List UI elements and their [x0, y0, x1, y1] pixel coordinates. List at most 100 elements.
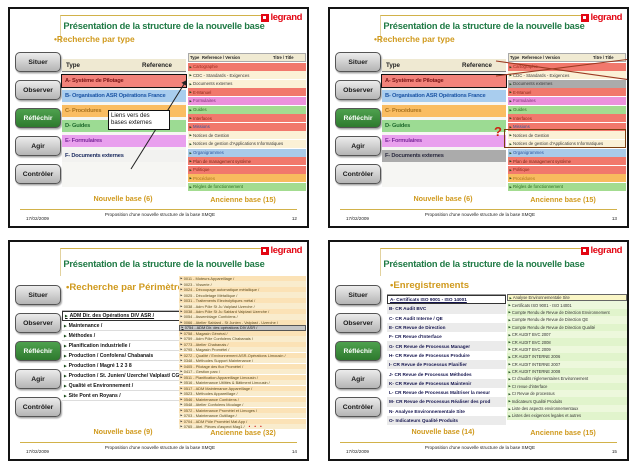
old-perimeter-row[interactable]: ▶ 0011 - Moteurs Appareillage /	[179, 276, 306, 282]
old-record-row[interactable]: ▶ Cr d'audits réglementaires Environnemen…	[507, 375, 627, 383]
type-category-row[interactable]: B- Organisation ASR Opérations France	[382, 90, 506, 102]
perimeter-row[interactable]: ▶ Production / Magré 1 2 3 8	[62, 361, 191, 371]
old-perimeter-row[interactable]: ▶ 0704 - ADM Pôle Prométel Mat App /	[179, 418, 306, 424]
perimeter-row[interactable]: ▶ Maintenance /	[62, 321, 191, 331]
old-perimeter-row[interactable]: ▶ 0054 - Assemblage Confolens /	[179, 314, 306, 320]
old-record-row[interactable]: ▶ Compte Rendu de Revue de Direction QE	[507, 316, 627, 324]
sidebar-button-situer[interactable]: Situer	[15, 52, 61, 72]
record-row[interactable]: O- Indicateurs Qualité Produits	[387, 415, 506, 426]
sidebar-button-controler[interactable]: Contrôler	[15, 164, 61, 184]
record-row[interactable]: E- CR Revue de Direction	[387, 322, 506, 333]
old-perimeter-row[interactable]: ▶ 0765 - Atel. Pièces d'aspect Mag1 /• • …	[179, 424, 306, 430]
old-type-row[interactable]: ▶ Interfaces	[508, 114, 626, 123]
old-type-row[interactable]: ▶ E-Manuel	[188, 88, 306, 97]
old-type-row[interactable]: ▶ Procédures	[188, 174, 306, 183]
sidebar-button-reflechir[interactable]: Réfléchir	[335, 108, 381, 128]
old-type-row[interactable]: ▶ Cartographie	[188, 62, 306, 71]
type-category-row[interactable]: C- Procédures	[382, 105, 506, 117]
perimeter-row[interactable]: ▶ Qualité et Environnement /	[62, 381, 191, 391]
sidebar-button-observer[interactable]: Observer	[335, 80, 381, 100]
old-perimeter-row[interactable]: ▶ 0066 - Atelier Sablard - St Junien - Va…	[179, 319, 306, 326]
old-type-row[interactable]: ▶ Formulaires	[508, 96, 626, 105]
old-type-row[interactable]: ▶ Missions	[188, 122, 306, 131]
old-type-row[interactable]: ▶ Politique	[508, 165, 626, 174]
old-perimeter-row[interactable]: ▶ 0548 - Atelier Confolens Moulage /	[179, 402, 306, 408]
sidebar-button-observer[interactable]: Observer	[335, 313, 381, 333]
old-type-row[interactable]: ▶ CDC - Standards - Exigences	[508, 71, 626, 80]
perimeter-row[interactable]: ▶ Site Pont en Royans /	[62, 391, 191, 401]
perimeter-row[interactable]: ▶ Planification industrielle /	[62, 341, 191, 351]
old-record-row[interactable]: ▶ Compte Rendu de Revue de Direction Qual…	[507, 323, 627, 331]
sidebar-button-controler[interactable]: Contrôler	[335, 397, 381, 417]
old-type-row[interactable]: ▶ Plan de management système	[188, 157, 306, 166]
old-type-row[interactable]: ▶ Notices de gestion d'Applications Infor…	[508, 139, 626, 148]
slide-thumbnail-12[interactable]: legrand Présentation de la structure de …	[8, 7, 309, 228]
record-row[interactable]: L- CR Revue de Processus Maîtriser la me…	[387, 387, 506, 398]
old-record-row[interactable]: ▶ CR AUDIT INTERNE 2006	[507, 353, 627, 361]
perimeter-row[interactable]: ▶ ADM Dir. des Opérations DIV ASR /	[62, 311, 191, 321]
old-perimeter-row[interactable]: ▶ 0511 - Planification Appareillage Limou…	[179, 374, 306, 380]
old-perimeter-row[interactable]: ▶ 0272 - Qualité / Environnement ASR-Opér…	[179, 352, 306, 358]
old-perimeter-row[interactable]: ▶ 0405 - Pilotage des flux Prométel /	[179, 363, 306, 369]
old-type-row[interactable]: ▶ Missions	[508, 122, 626, 131]
sidebar-button-reflechir[interactable]: Réfléchir	[15, 341, 61, 361]
sidebar-button-controler[interactable]: Contrôler	[15, 397, 61, 417]
sidebar-button-agir[interactable]: Agir	[335, 136, 381, 156]
old-perimeter-row[interactable]: ▶ 0546 - Maintenance Confolens /	[179, 396, 306, 402]
old-type-row[interactable]: ▶ Interfaces	[188, 114, 306, 123]
old-type-row[interactable]: ▶ Cartographie	[508, 62, 626, 71]
old-record-row[interactable]: ▶ Indicateurs Qualité Produits	[507, 397, 627, 405]
old-record-row[interactable]: ▶ CR AUDIT BVC 2009	[507, 345, 627, 354]
old-perimeter-row[interactable]: ▶ 0038 - Adm Pôle St Ju Sablard Valplast …	[179, 308, 306, 315]
record-row[interactable]: C- CR Audit Interne / QE	[387, 313, 506, 323]
old-type-row[interactable]: ▶ Guides	[188, 105, 306, 114]
type-category-row[interactable]: A- Système de Pilotage	[381, 74, 507, 88]
old-record-row[interactable]: ▶ Cr revue d'interface	[507, 382, 627, 391]
sidebar-button-agir[interactable]: Agir	[335, 369, 381, 389]
record-row[interactable]: A- Certificats ISO 9001 - ISO 14001	[387, 295, 506, 305]
old-type-row[interactable]: ▶ Règles de fonctionnement	[188, 182, 306, 191]
old-perimeter-row[interactable]: ▶ 0759 - Adm Pôle Confolens Chabanais /	[179, 336, 306, 342]
old-perimeter-row[interactable]: ▶ 0758 - Magasin Général /	[179, 330, 306, 337]
record-row[interactable]: N- Analyse Environnementale Site	[387, 406, 506, 416]
old-perimeter-row[interactable]: ▶ 0572 - Maintenance Prométel et Limoges …	[179, 407, 306, 413]
old-perimeter-row[interactable]: ▶ 0023 - Visserie /	[179, 281, 306, 287]
old-record-row[interactable]: ▶ CR AUDIT INTERNE 2008	[507, 367, 627, 376]
old-perimeter-row[interactable]: ▶ 0703 - Maintenance Outillage /	[179, 413, 306, 419]
slide-thumbnail-13[interactable]: legrand Présentation de la structure de …	[328, 7, 629, 228]
record-row[interactable]: H- CR Revue de Processus Produire	[387, 350, 506, 361]
perimeter-row[interactable]: ▶ Production / Confolens/ Chabanais	[62, 351, 191, 361]
sidebar-button-agir[interactable]: Agir	[15, 136, 61, 156]
old-type-row[interactable]: ▶ Documents externes	[508, 79, 626, 88]
old-type-row[interactable]: ▶ Règles de fonctionnement	[508, 182, 626, 191]
perimeter-row[interactable]: ▶ Méthodes /	[62, 331, 191, 341]
old-perimeter-row[interactable]: ▶ 0516 - Maintenance Utilités & Bâtiment …	[179, 380, 306, 386]
type-category-row[interactable]: A- Système de Pilotage	[61, 74, 187, 88]
type-category-row[interactable]: F- Documents externes	[382, 150, 506, 162]
old-type-row[interactable]: ▶ E-Manuel	[508, 88, 626, 97]
old-perimeter-row[interactable]: ▶ 0348 - Méthodes Support Maintenance /	[179, 358, 306, 364]
sidebar-button-observer[interactable]: Observer	[15, 80, 61, 100]
old-type-row[interactable]: ▶ Notices de Gestion	[188, 131, 306, 140]
slide-thumbnail-14[interactable]: legrand Présentation de la structure de …	[8, 240, 309, 461]
old-perimeter-row[interactable]: ▶ 0523 - Méthodes Appareillage /	[179, 391, 306, 397]
old-type-row[interactable]: ▶ Notices de gestion d'Applications Infor…	[188, 139, 306, 148]
old-perimeter-row[interactable]: ▶ 0038 - Adm Pôle St Ju Valplast Uzerche …	[179, 303, 306, 309]
old-record-row[interactable]: ▶ Listes des exigences legales et autres	[507, 412, 627, 420]
old-record-row[interactable]: ▶ Compte Rendu de Revue de Direction Envi…	[507, 308, 627, 317]
old-type-row[interactable]: ▶ Documents externes	[188, 79, 306, 88]
sidebar-button-agir[interactable]: Agir	[15, 369, 61, 389]
old-record-row[interactable]: ▶ Certificats ISO 9001 - ISO 14001	[507, 301, 627, 309]
record-row[interactable]: J- CR Revue de Processus Méthodes	[387, 369, 506, 379]
old-perimeter-row[interactable]: ▶ 0517 - ADM Maintenance Appareillage /	[179, 385, 306, 391]
old-record-row[interactable]: ▶ Analyse Environnementale Site	[507, 294, 627, 302]
sidebar-button-reflechir[interactable]: Réfléchir	[15, 108, 61, 128]
old-type-row[interactable]: ▶ Notices de Gestion	[508, 131, 626, 140]
type-category-row[interactable]: D- Guides	[382, 120, 506, 132]
record-row[interactable]: G- CR Revue de Processus Manager	[387, 341, 506, 351]
old-record-row[interactable]: ▶ CR AUDIT BVC 2007	[507, 330, 627, 339]
old-perimeter-row[interactable]: ▶ 0025 - Décolletage Métallique /	[179, 292, 306, 298]
sidebar-button-reflechir[interactable]: Réfléchir	[335, 341, 381, 361]
record-row[interactable]: F- CR Revue d'Interface	[387, 332, 506, 342]
old-perimeter-row[interactable]: ▶ 0795 - Magasin Prométel /	[179, 347, 306, 353]
